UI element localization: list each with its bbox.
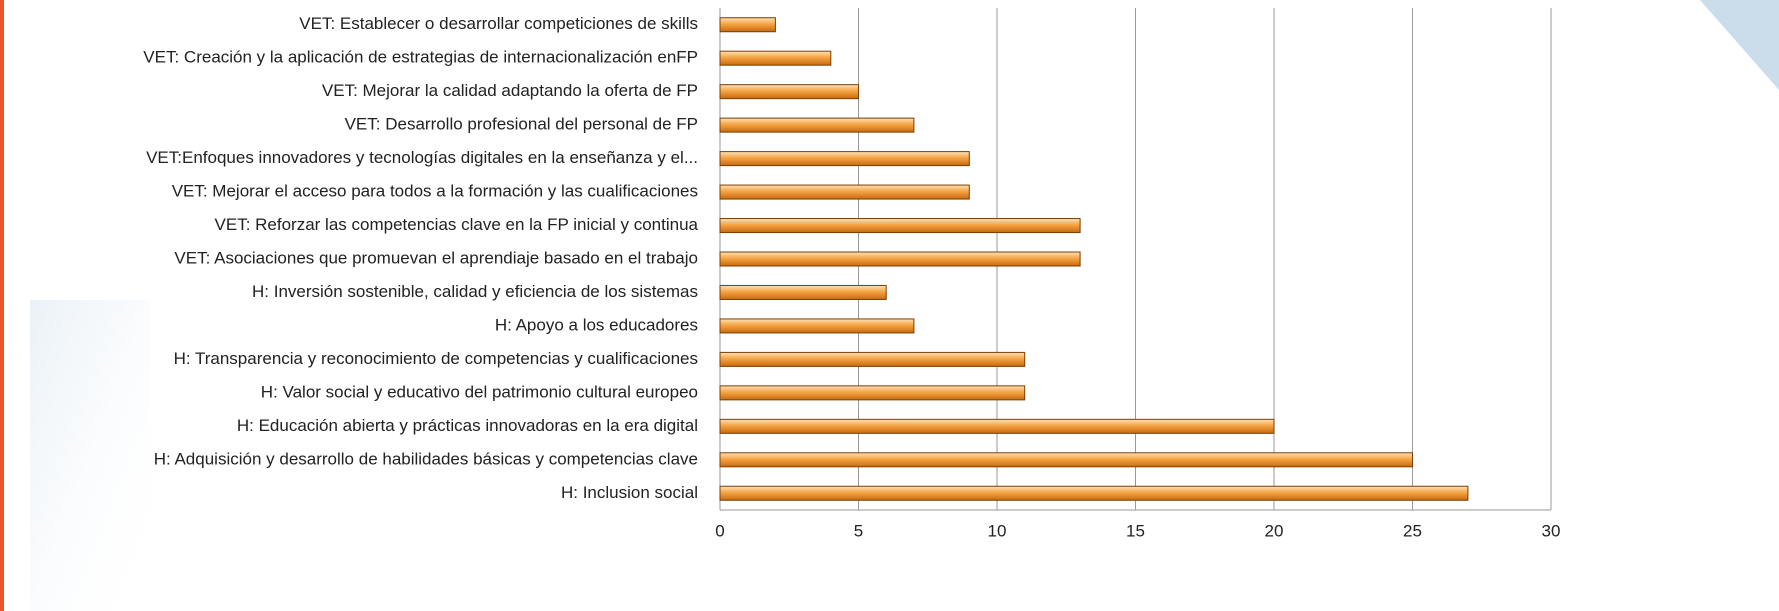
bar	[719, 184, 970, 200]
decoration	[1700, 0, 1779, 90]
y-tick-label: VET: Desarrollo profesional del personal…	[345, 115, 698, 134]
y-tick-label: H: Inclusion social	[561, 483, 698, 502]
x-tick-label: 30	[1542, 521, 1561, 540]
bar	[719, 151, 970, 167]
y-tick-label: VET:Enfoques innovadores y tecnologías d…	[146, 148, 698, 167]
bar	[719, 50, 832, 66]
bar	[719, 385, 1026, 401]
bar	[719, 284, 887, 300]
bar	[719, 452, 1413, 468]
edge-strip	[0, 0, 4, 611]
bar	[719, 17, 776, 33]
y-tick-label: VET: Establecer o desarrollar competicio…	[299, 14, 698, 33]
y-tick-label: H: Apoyo a los educadores	[495, 315, 698, 334]
y-tick-label: H: Adquisición y desarrollo de habilidad…	[154, 449, 698, 468]
decoration	[30, 300, 150, 611]
y-tick-label: VET: Asociaciones que promuevan el apren…	[174, 248, 698, 267]
bar	[719, 418, 1275, 434]
y-tick-label: VET: Reforzar las competencias clave en …	[215, 215, 699, 234]
x-tick-label: 10	[988, 521, 1007, 540]
bar	[719, 318, 915, 334]
bar	[719, 251, 1081, 267]
x-tick-label: 15	[1126, 521, 1145, 540]
y-tick-label: H: Inversión sostenible, calidad y efici…	[252, 282, 698, 301]
bar	[719, 485, 1469, 501]
y-tick-label: VET: Mejorar el acceso para todos a la f…	[172, 182, 698, 201]
bar	[719, 84, 859, 100]
bar	[719, 218, 1081, 234]
y-tick-label: VET: Creación y la aplicación de estrate…	[143, 48, 698, 67]
x-tick-label: 0	[715, 521, 724, 540]
bar	[719, 117, 915, 133]
y-tick-label: H: Educación abierta y prácticas innovad…	[237, 416, 698, 435]
bar	[719, 351, 1026, 367]
x-tick-label: 25	[1403, 521, 1422, 540]
y-tick-label: H: Transparencia y reconocimiento de com…	[174, 349, 698, 368]
y-tick-label: H: Valor social y educativo del patrimon…	[261, 382, 698, 401]
x-tick-label: 20	[1265, 521, 1284, 540]
x-tick-label: 5	[854, 521, 863, 540]
y-tick-label: VET: Mejorar la calidad adaptando la ofe…	[322, 81, 698, 100]
